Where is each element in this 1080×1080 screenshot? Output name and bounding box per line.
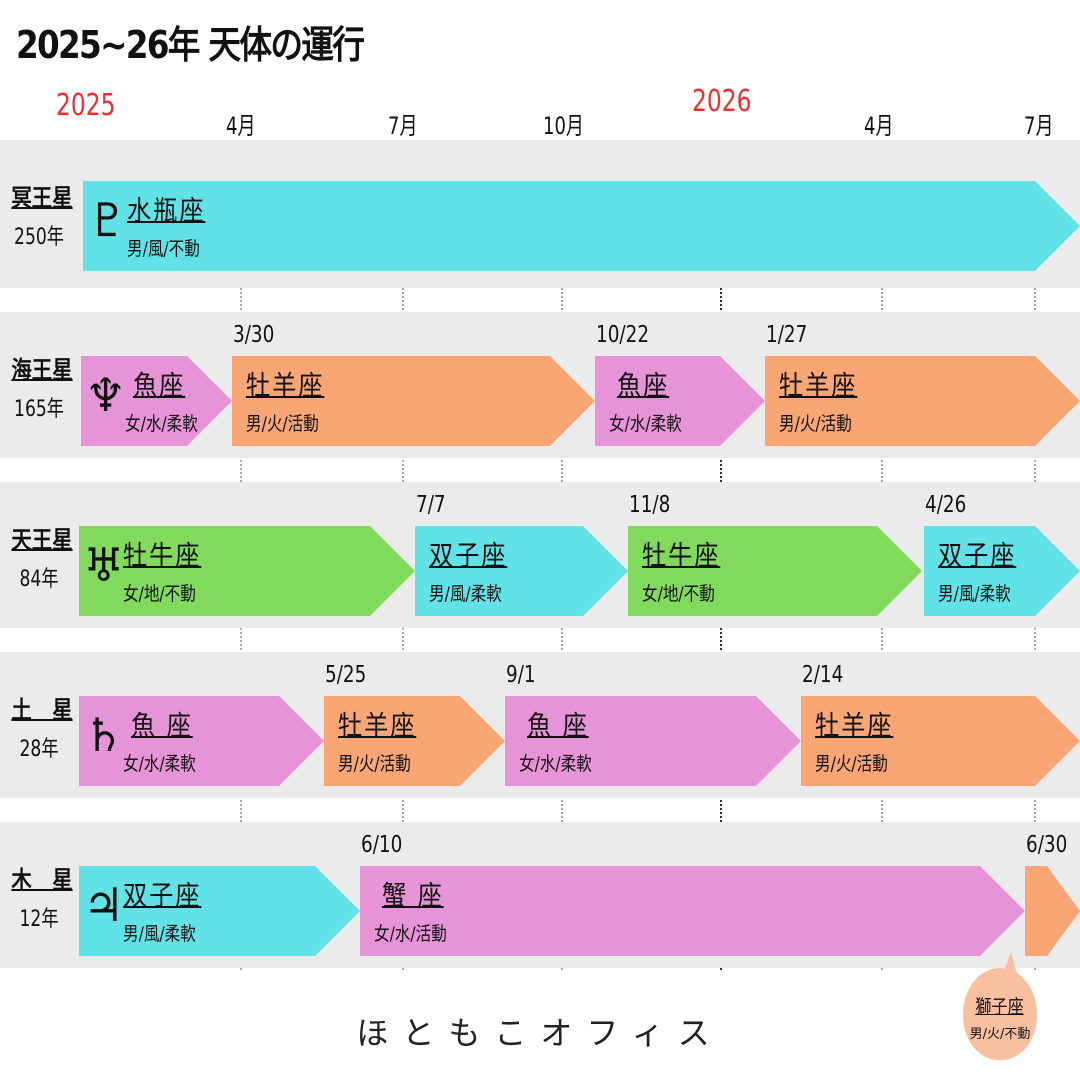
sign-period-arrow: ♆ 魚座女/水/柔軟 (81, 356, 232, 446)
planet-orbit-period: 28年 (19, 737, 59, 762)
ingress-date: 6/30 (1026, 832, 1068, 858)
zodiac-sign-attributes: 男/風/柔軟 (938, 583, 1011, 605)
sign-period-arrow (1025, 866, 1080, 956)
sign-period-arrow: 牡牛座女/地/不動 (628, 526, 922, 616)
planet-orbit-period: 165年 (14, 397, 64, 422)
zodiac-sign-name: 牡羊座 (815, 711, 894, 742)
saturn-glyph-icon: ♄ (83, 708, 125, 762)
zodiac-sign-attributes: 女/水/柔軟 (125, 413, 198, 435)
leo-sign-attrs: 男/火/不動 (969, 1027, 1031, 1042)
zodiac-sign-name: 水瓶座 (127, 196, 206, 227)
planet-name: 冥王星 (11, 184, 73, 212)
planet-orbit-period: 250年 (14, 225, 64, 250)
ingress-date: 11/8 (629, 492, 671, 518)
pluto-glyph-icon: ♇ (87, 193, 129, 247)
ingress-date: 9/1 (506, 662, 536, 688)
zodiac-sign-name: 牡羊座 (246, 371, 325, 402)
month-label: 4月 (226, 112, 256, 140)
neptune-glyph-icon: ♆ (85, 368, 127, 422)
sign-period-arrow: 牡羊座男/火/活動 (801, 696, 1080, 786)
zodiac-sign-attributes: 男/火/活動 (338, 753, 411, 775)
zodiac-sign-name: 魚座 (617, 371, 670, 402)
zodiac-sign-name: 牡羊座 (779, 371, 858, 402)
ingress-date: 6/10 (361, 832, 403, 858)
zodiac-sign-attributes: 男/風/柔軟 (429, 583, 502, 605)
planet-orbit-period: 12年 (19, 907, 59, 932)
zodiac-sign-name: 双子座 (938, 541, 1017, 572)
ingress-date: 1/27 (766, 322, 808, 348)
zodiac-sign-name: 魚座 (133, 371, 186, 402)
ingress-date: 3/30 (233, 322, 275, 348)
zodiac-sign-attributes: 女/水/柔軟 (609, 413, 682, 435)
ingress-date: 2/14 (802, 662, 844, 688)
sign-period-arrow: 牡羊座男/火/活動 (765, 356, 1080, 446)
planet-name: 土 星 (11, 696, 73, 724)
ingress-date: 4/26 (925, 492, 967, 518)
sign-period-arrow: ♄ 魚 座女/水/柔軟 (79, 696, 324, 786)
month-label: 7月 (388, 112, 418, 140)
sign-period-arrow: ♅ 牡牛座女/地/不動 (79, 526, 415, 616)
sign-period-arrow: 牡羊座男/火/活動 (324, 696, 505, 786)
planet-name: 木 星 (11, 866, 73, 894)
planet-label: 天王星 84年 (6, 520, 72, 593)
chart-title: 2025~26年 天体の運行 (16, 23, 365, 67)
planet-name: 海王星 (11, 356, 73, 384)
jupiter-glyph-icon: ♃ (83, 878, 125, 932)
ingress-date: 7/7 (416, 492, 446, 518)
year-label: 2025 (56, 88, 116, 123)
zodiac-sign-name: 牡羊座 (338, 711, 417, 742)
zodiac-sign-attributes: 女/水/柔軟 (519, 753, 592, 775)
zodiac-sign-name: 牡牛座 (642, 541, 721, 572)
zodiac-sign-name: 蟹 座 (382, 881, 444, 912)
planet-name: 天王星 (11, 526, 73, 554)
zodiac-sign-attributes: 男/火/活動 (246, 413, 319, 435)
month-label: 7月 (1024, 112, 1054, 140)
planet-label: 土 星 28年 (6, 690, 72, 763)
uranus-glyph-icon: ♅ (83, 538, 125, 592)
sign-period-arrow: 魚 座女/水/柔軟 (505, 696, 801, 786)
sign-period-arrow: 双子座男/風/柔軟 (924, 526, 1080, 616)
zodiac-sign-attributes: 男/火/活動 (815, 753, 888, 775)
ingress-date: 10/22 (596, 322, 650, 348)
sign-period-arrow: ♇ 水瓶座男/風/不動 (83, 181, 1080, 271)
zodiac-sign-attributes: 女/地/不動 (642, 583, 715, 605)
month-label: 4月 (864, 112, 894, 140)
zodiac-sign-attributes: 男/風/柔軟 (123, 923, 196, 945)
planet-label: 木 星 12年 (6, 860, 72, 933)
sign-period-arrow: ♃ 双子座男/風/柔軟 (79, 866, 360, 956)
zodiac-sign-attributes: 男/火/活動 (779, 413, 852, 435)
month-label: 10月 (543, 112, 584, 140)
zodiac-sign-name: 双子座 (429, 541, 508, 572)
sign-period-arrow: 牡羊座男/火/活動 (232, 356, 595, 446)
year-label: 2026 (692, 84, 752, 119)
zodiac-sign-name: 魚 座 (527, 711, 589, 742)
planet-label: 冥王星 250年 (6, 178, 72, 251)
zodiac-sign-name: 牡牛座 (123, 541, 202, 572)
zodiac-sign-attributes: 女/水/活動 (374, 923, 447, 945)
planet-orbit-period: 84年 (19, 567, 59, 592)
zodiac-sign-name: 魚 座 (131, 711, 193, 742)
leo-sign-name: 獅子座 (975, 996, 1025, 1018)
zodiac-sign-attributes: 女/水/柔軟 (123, 753, 196, 775)
leo-callout-bubble: 獅子座 男/火/不動 (963, 952, 1037, 1060)
zodiac-sign-attributes: 女/地/不動 (123, 583, 196, 605)
zodiac-sign-attributes: 男/風/不動 (127, 238, 200, 260)
planet-label: 海王星 165年 (6, 350, 72, 423)
sign-period-arrow: 魚座女/水/柔軟 (595, 356, 765, 446)
zodiac-sign-name: 双子座 (123, 881, 202, 912)
ingress-date: 5/25 (325, 662, 367, 688)
footer-brand: ほともこオフィス (356, 1014, 724, 1052)
sign-period-arrow: 双子座男/風/柔軟 (415, 526, 628, 616)
sign-period-arrow: 蟹 座女/水/活動 (360, 866, 1025, 956)
